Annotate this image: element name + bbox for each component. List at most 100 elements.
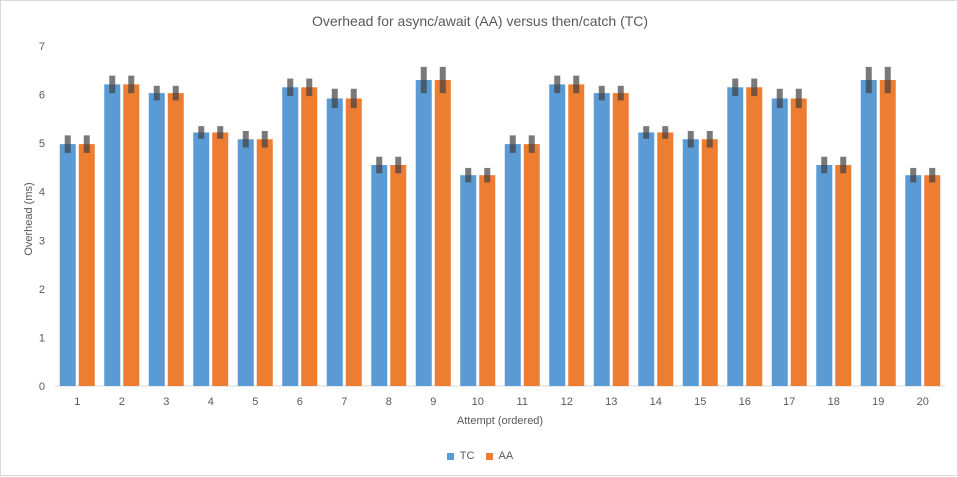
legend-swatch-aa	[485, 452, 493, 460]
bar-tc	[771, 98, 788, 386]
bar-aa	[78, 144, 95, 386]
bar-aa	[879, 80, 896, 386]
error-bar-tc	[287, 78, 294, 97]
legend-item-aa: AA	[485, 450, 514, 462]
legend-label-tc: TC	[459, 450, 475, 462]
error-bar-tc	[198, 126, 205, 139]
bar-tc	[638, 132, 655, 386]
error-bar-aa	[306, 78, 313, 97]
x-tick-label: 17	[783, 396, 795, 408]
x-tick-label: 8	[386, 396, 392, 408]
bar-aa	[390, 165, 407, 386]
x-tick-label: 11	[517, 396, 528, 408]
error-bar-aa	[439, 66, 446, 94]
error-bar-aa	[795, 88, 802, 109]
x-tick-label: 6	[297, 396, 303, 408]
bar-aa	[479, 175, 496, 386]
error-bar-aa	[395, 156, 402, 174]
bar-tc	[415, 80, 432, 386]
y-tick-label: 1	[39, 332, 45, 344]
error-bar-tc	[687, 131, 694, 148]
error-bar-aa	[484, 167, 491, 183]
error-bar-aa	[662, 126, 669, 139]
y-tick-label: 4	[39, 187, 45, 199]
bar-tc	[593, 93, 610, 386]
bar-aa	[568, 84, 585, 386]
x-tick-label: 18	[828, 396, 840, 408]
x-tick-label: 14	[650, 396, 662, 408]
bar-tc	[326, 98, 343, 386]
error-bar-tc	[153, 85, 160, 101]
error-bar-tc	[465, 167, 472, 183]
bar-aa	[924, 175, 941, 386]
y-tick-label: 5	[39, 138, 45, 150]
error-bar-aa	[128, 75, 135, 94]
error-bar-aa	[706, 131, 713, 148]
x-tick-label: 7	[341, 396, 347, 408]
bar-tc	[193, 132, 210, 386]
x-tick-label: 2	[119, 396, 125, 408]
error-bar-aa	[172, 85, 179, 101]
x-tick-label: 15	[694, 396, 706, 408]
error-bar-tc	[64, 135, 71, 153]
bar-tc	[682, 139, 699, 386]
error-bar-tc	[732, 78, 739, 97]
error-bar-tc	[109, 75, 116, 94]
bar-tc	[59, 144, 76, 386]
x-tick-label: 3	[163, 396, 169, 408]
error-bar-aa	[217, 126, 224, 139]
bar-tc	[148, 93, 165, 386]
x-tick-label: 20	[917, 396, 929, 408]
error-bar-tc	[865, 66, 872, 94]
legend-label-aa: AA	[498, 450, 514, 462]
error-bar-tc	[509, 135, 516, 153]
error-bar-tc	[554, 75, 561, 94]
bar-tc	[816, 165, 833, 386]
bar-aa	[790, 98, 807, 386]
bar-tc	[237, 139, 254, 386]
bar-aa	[434, 80, 451, 386]
y-tick-label: 0	[39, 381, 45, 393]
error-bar-aa	[617, 85, 624, 101]
x-tick-label: 1	[74, 396, 80, 408]
bar-aa	[701, 139, 718, 386]
bar-tc	[282, 87, 299, 387]
error-bar-tc	[331, 88, 338, 109]
x-tick-label: 16	[739, 396, 751, 408]
bar-aa	[345, 98, 362, 386]
bar-tc	[504, 144, 521, 386]
x-tick-label: 13	[605, 396, 617, 408]
bar-tc	[549, 84, 566, 386]
bar-aa	[835, 165, 852, 386]
error-bar-aa	[573, 75, 580, 94]
error-bar-tc	[910, 167, 917, 183]
error-bar-tc	[598, 85, 605, 101]
bar-aa	[657, 132, 674, 386]
legend: TC AA	[1, 450, 958, 463]
error-bar-aa	[83, 135, 90, 153]
bar-tc	[460, 175, 477, 386]
error-bar-tc	[242, 131, 249, 148]
x-tick-label: 4	[208, 396, 214, 408]
bar-aa	[523, 144, 540, 386]
legend-item-tc: TC	[446, 450, 475, 462]
bar-tc	[860, 80, 877, 386]
x-axis-label: Attempt (ordered)	[456, 415, 544, 427]
x-tick-label: 19	[872, 396, 884, 408]
error-bar-aa	[929, 167, 936, 183]
bar-aa	[167, 93, 184, 386]
bar-aa	[612, 93, 629, 386]
x-tick-label: 9	[430, 396, 436, 408]
error-bar-aa	[261, 131, 268, 148]
chart-title: Overhead for async/await (AA) versus the…	[311, 13, 649, 29]
bar-aa	[256, 139, 273, 386]
error-bar-aa	[840, 156, 847, 174]
error-bar-tc	[420, 66, 427, 94]
x-tick-label: 5	[252, 396, 258, 408]
bar-aa	[123, 84, 140, 386]
error-bar-tc	[776, 88, 783, 109]
bar-aa	[301, 87, 318, 387]
x-tick-label: 10	[472, 396, 484, 408]
